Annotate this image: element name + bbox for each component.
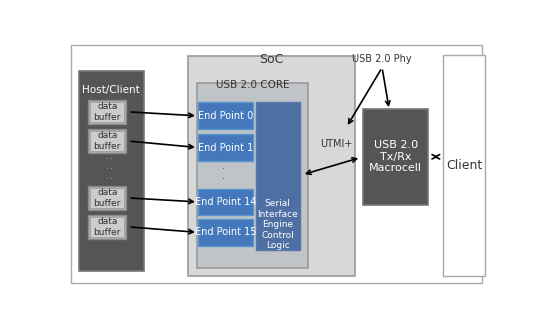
Text: SoC: SoC: [259, 52, 283, 65]
Text: USB 2.0
Tx/Rx
Macrocell: USB 2.0 Tx/Rx Macrocell: [369, 140, 422, 173]
Bar: [90, 217, 124, 237]
Bar: [90, 102, 124, 122]
Bar: [198, 102, 252, 129]
Text: USB 2.0 Phy: USB 2.0 Phy: [353, 54, 412, 64]
Text: End Point 14: End Point 14: [195, 197, 256, 207]
Text: data
buffer: data buffer: [94, 188, 121, 208]
Bar: [90, 131, 124, 151]
Bar: [363, 109, 429, 205]
Text: Host/Client: Host/Client: [82, 85, 140, 95]
Bar: [88, 100, 126, 124]
Bar: [198, 219, 252, 246]
Text: Client: Client: [446, 159, 483, 172]
Bar: [196, 83, 308, 268]
Bar: [88, 186, 126, 210]
Bar: [188, 56, 355, 276]
Text: .
.
.: . . .: [110, 151, 113, 181]
Text: data
buffer: data buffer: [94, 217, 121, 237]
Text: End Point 1: End Point 1: [197, 143, 253, 153]
Text: data
buffer: data buffer: [94, 131, 121, 151]
Text: .
.
.: . . .: [106, 151, 109, 181]
Text: UTMI+: UTMI+: [320, 139, 353, 149]
Text: End Point 15: End Point 15: [195, 227, 256, 237]
Bar: [443, 55, 485, 276]
Bar: [198, 134, 252, 161]
Text: data
buffer: data buffer: [94, 102, 121, 122]
Bar: [88, 129, 126, 153]
Text: .
.
.: . . .: [222, 151, 226, 181]
Bar: [88, 215, 126, 239]
Bar: [90, 188, 124, 208]
Bar: [256, 102, 300, 250]
Text: Serial
Interface
Engine
Control
Logic: Serial Interface Engine Control Logic: [257, 200, 298, 250]
Text: End Point 0: End Point 0: [197, 111, 253, 121]
Text: USB 2.0 CORE: USB 2.0 CORE: [216, 80, 289, 90]
Bar: [78, 71, 144, 271]
Bar: [198, 189, 252, 215]
